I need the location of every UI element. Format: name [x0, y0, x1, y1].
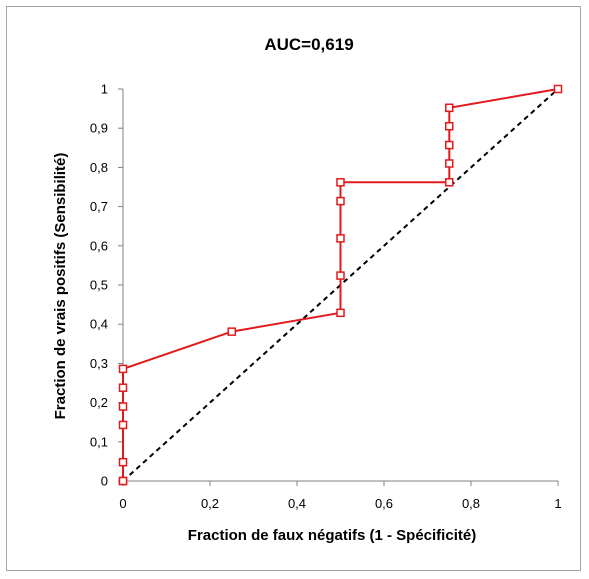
y-tick-label: 0,8 [90, 160, 108, 175]
roc-point-marker [118, 402, 128, 411]
roc-point-marker [336, 178, 345, 187]
x-axis-label: Fraction de faux négatifs (1 - Spécifici… [188, 527, 476, 544]
y-tick-label: 0,5 [90, 278, 108, 293]
x-tick-labels: 0 0,2 0,4 0,6 0,8 1 [119, 481, 562, 511]
roc-point-marker [227, 327, 236, 336]
series-layer [118, 84, 563, 486]
y-axis-label: Fraction de vrais positifs (Sensibilité) [52, 153, 69, 420]
y-tick-label: 0,4 [90, 317, 108, 332]
roc-point-marker [336, 234, 345, 243]
x-tick-label: 0,4 [288, 496, 306, 511]
y-tick-label: 0,2 [90, 395, 108, 410]
y-tick-label: 1 [101, 82, 108, 97]
roc-point-marker [445, 159, 454, 168]
roc-point-marker [118, 476, 128, 486]
x-tick-label: 0,6 [375, 496, 393, 511]
roc-point-marker [336, 196, 345, 206]
roc-point-marker [336, 271, 345, 280]
y-tick-label: 0,9 [90, 121, 108, 136]
roc-point-marker [118, 457, 128, 467]
chart-title: AUC=0,619 [264, 35, 353, 54]
y-tick-label: 0,1 [90, 434, 108, 449]
x-tick-label: 0,2 [201, 496, 219, 511]
roc-point-marker [553, 84, 563, 94]
roc-point-marker [336, 308, 345, 318]
y-tick-label: 0,7 [90, 199, 108, 214]
roc-point-marker [118, 383, 128, 392]
y-tick-label: 0 [101, 474, 108, 489]
x-tick-label: 0 [119, 496, 126, 511]
y-tick-label: 0,6 [90, 238, 108, 253]
x-tick-label: 0,8 [462, 496, 480, 511]
roc-point-marker [445, 140, 454, 150]
chart-area: AUC=0,619 0 0,1 0,2 0,3 0,4 0,5 0,6 0,7 0,8 0,9 1 … [6, 6, 581, 571]
roc-point-marker [445, 103, 454, 113]
roc-point-marker [445, 178, 454, 187]
y-tick-label: 0,3 [90, 356, 108, 371]
x-tick-label: 1 [554, 496, 561, 511]
roc-point-marker [118, 364, 128, 374]
roc-point-marker [118, 420, 128, 430]
y-tick-labels: 0 0,1 0,2 0,3 0,4 0,5 0,6 0,7 0,8 0,9 1 [90, 82, 123, 489]
roc-point-marker [445, 121, 454, 131]
roc-chart: AUC=0,619 00,10,20,30,40,50,60,70,80,91 … [52, 35, 563, 544]
